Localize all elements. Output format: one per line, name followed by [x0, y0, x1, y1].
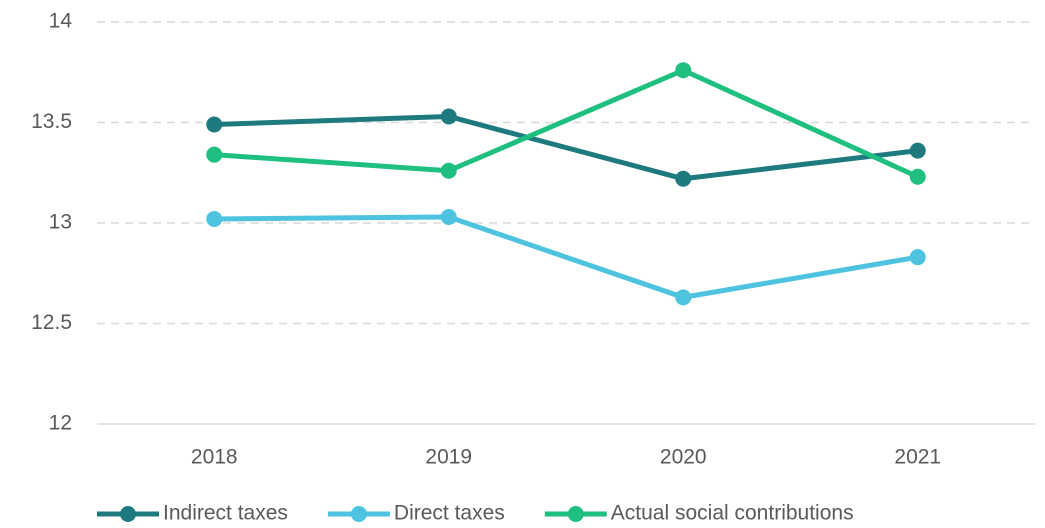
legend-label: Actual social contributions: [611, 502, 854, 525]
data-point: [675, 289, 692, 306]
data-point: [206, 146, 223, 163]
data-point: [909, 142, 926, 159]
data-point: [909, 168, 926, 185]
data-point: [675, 170, 692, 187]
y-tick-label: 13.5: [31, 110, 72, 133]
x-tick-label: 2021: [894, 446, 941, 469]
x-tick-label: 2019: [425, 446, 472, 469]
y-tick-label: 14: [49, 10, 73, 33]
y-tick-label: 13: [49, 211, 72, 234]
data-point: [440, 108, 457, 125]
legend-label: Direct taxes: [394, 502, 505, 525]
series-line: [214, 67, 919, 180]
y-tick-label: 12.5: [31, 311, 72, 334]
legend-label: Indirect taxes: [163, 502, 288, 525]
y-tick-label: 12: [49, 412, 72, 435]
data-point: [440, 162, 457, 179]
series-line: [214, 214, 919, 300]
x-tick-label: 2018: [191, 446, 238, 469]
legend-dot: [567, 506, 584, 522]
legend-dot: [350, 506, 367, 522]
data-point: [206, 116, 223, 133]
data-point: [675, 62, 692, 79]
series-line: [214, 113, 919, 182]
legend-dot: [120, 506, 136, 522]
data-point: [206, 210, 223, 227]
data-point: [440, 208, 457, 225]
x-tick-label: 2020: [660, 446, 707, 469]
data-point: [909, 249, 926, 266]
